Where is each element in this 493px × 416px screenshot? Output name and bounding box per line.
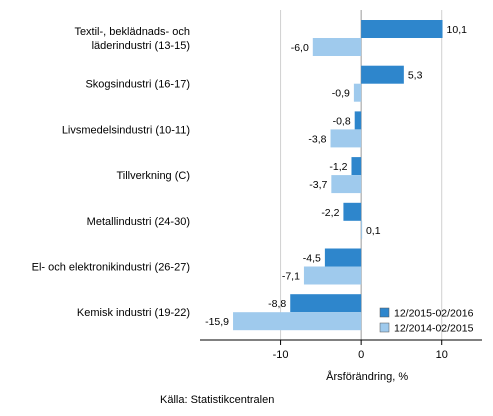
data-label: 10,1 xyxy=(447,24,468,36)
category-label: El- och elektronikindustri (26-27) xyxy=(32,262,190,274)
grid-lines xyxy=(280,10,443,340)
legend-label: 12/2014-02/2015 xyxy=(394,323,474,335)
data-label: 0,1 xyxy=(366,225,381,237)
bars xyxy=(233,20,443,331)
bar-series-1 xyxy=(324,248,362,267)
data-label: 5,3 xyxy=(408,70,423,82)
bar-series-1 xyxy=(343,202,362,221)
data-label: -3,7 xyxy=(309,179,327,191)
x-tick-label: -10 xyxy=(273,349,289,361)
x-axis: -10 0 10 Årsförändring, % xyxy=(200,339,482,383)
x-tick-label: 0 xyxy=(358,349,364,361)
legend: 12/2015-02/2016 12/2014-02/2015 xyxy=(379,307,474,335)
category-label: Skogsindustri (16-17) xyxy=(85,79,190,91)
category-label: Textil-, beklädnads- och xyxy=(74,26,190,38)
data-label: -4,5 xyxy=(303,253,321,265)
category-label: Livsmedelsindustri (10-11) xyxy=(62,124,190,136)
bar-series-2 xyxy=(353,83,362,102)
data-label: -6,0 xyxy=(291,42,309,54)
x-tick-label: 10 xyxy=(436,349,448,361)
bar-series-1 xyxy=(290,294,362,313)
bar-series-2 xyxy=(361,220,363,239)
legend-swatch xyxy=(379,322,390,333)
bar-series-2 xyxy=(303,266,362,285)
data-label: -0,9 xyxy=(332,88,350,100)
bar-series-2 xyxy=(330,129,362,148)
category-label: läderindustri (13-15) xyxy=(92,40,190,52)
category-label: Tillverkning (C) xyxy=(116,170,190,182)
bar-series-2 xyxy=(331,175,362,194)
bar-series-1 xyxy=(351,157,362,176)
category-label: Metallindustri (24-30) xyxy=(87,216,190,228)
value-labels: 10,1 -6,0 5,3 -0,9 -0,8 -3,8 -1,2-3,7 -2,2 0,1 -4… xyxy=(205,24,467,328)
legend-label: 12/2015-02/2016 xyxy=(394,308,474,320)
data-label: -15,9 xyxy=(205,316,229,328)
category-label: Kemisk industri (19-22) xyxy=(77,307,190,319)
data-label: -3,8 xyxy=(308,133,326,145)
legend-swatch xyxy=(379,307,390,318)
bar-series-2 xyxy=(233,312,362,331)
data-label: -2,2 xyxy=(321,207,339,219)
data-label: -1,2 xyxy=(329,161,347,173)
bar-series-1 xyxy=(361,20,443,38)
x-axis-title: Årsförändring, % xyxy=(326,370,408,383)
data-label: -0,8 xyxy=(333,115,351,127)
data-label: -7,1 xyxy=(282,271,300,283)
bar-series-1 xyxy=(361,65,404,84)
source-note: Källa: Statistikcentralen xyxy=(160,394,274,406)
data-label: -8,8 xyxy=(268,298,286,310)
bar-series-1 xyxy=(354,111,362,130)
bar-series-2 xyxy=(312,38,362,56)
category-labels: Textil-, beklädnads- och läderindustri (1… xyxy=(32,26,190,319)
